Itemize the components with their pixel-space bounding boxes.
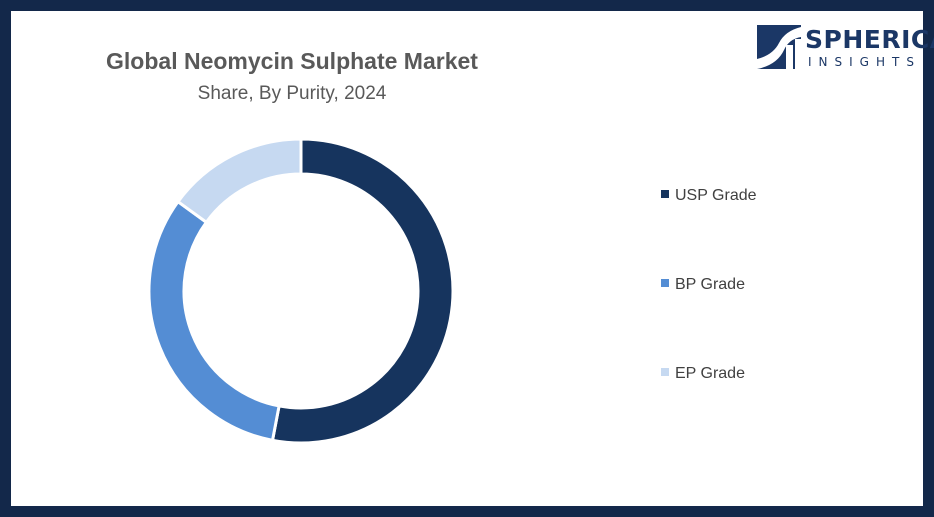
donut-chart [147,137,455,445]
logo-mark-icon [757,25,801,69]
logo-wordmark: SPHERICAL [805,25,934,54]
chart-subtitle: Share, By Purity, 2024 [197,83,387,104]
legend-item-ep-grade: EP Grade [661,365,745,383]
logo-tagline: INSIGHTS [808,55,921,69]
legend-swatch-icon [661,368,669,376]
spherical-insights-logo: SPHERICAL INSIGHTS [757,23,934,73]
legend-swatch-icon [661,190,669,198]
chart-title: Global Neomycin Sulphate Market [106,48,478,74]
donut-slice-bp-grade [147,199,281,443]
legend-swatch-icon [661,279,669,287]
legend-item-usp-grade: USP Grade [661,187,757,205]
legend-label: EP Grade [675,365,745,382]
legend-label: BP Grade [675,276,745,293]
donut-slice-ep-grade [175,137,303,225]
legend-item-bp-grade: BP Grade [661,276,745,294]
legend-label: USP Grade [675,187,757,204]
donut-slice-usp-grade [270,137,455,445]
